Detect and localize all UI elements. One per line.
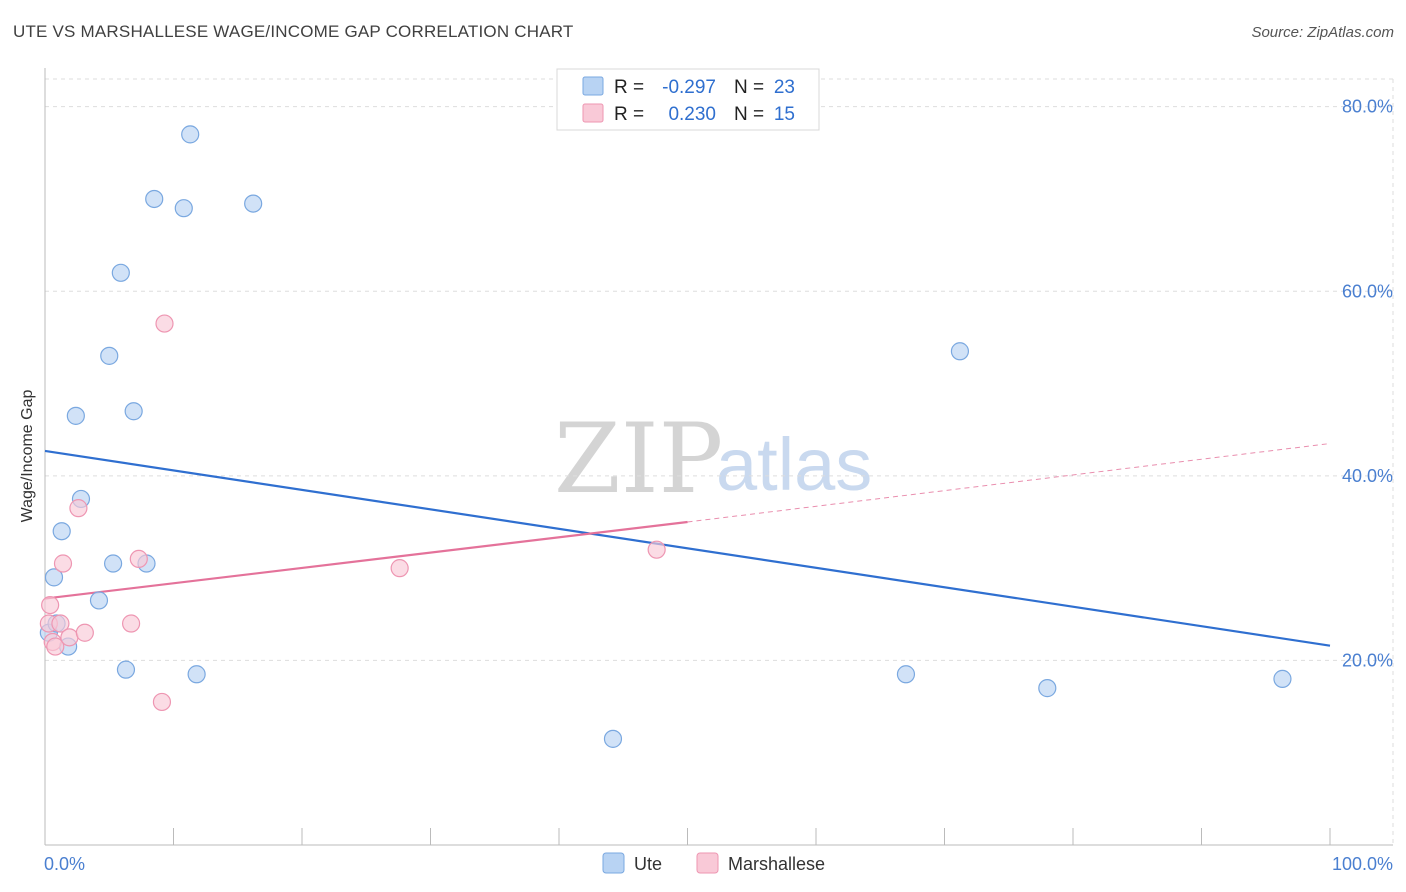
chart-title: UTE VS MARSHALLESE WAGE/INCOME GAP CORRE…	[13, 22, 574, 41]
legend-ute-swatch	[602, 852, 625, 874]
legend: Ute Marshallese	[602, 852, 825, 874]
marshallese-point-4	[51, 614, 70, 633]
ute-point-18	[244, 194, 263, 213]
x-tick-label-min: 0.0%	[44, 854, 85, 874]
y-tick-label-1: 40.0%	[1342, 466, 1393, 486]
ute-point-16	[181, 125, 200, 144]
watermark-zip: ZIP	[554, 403, 723, 515]
legend-marshallese-swatch	[696, 852, 719, 874]
marshallese-trend-line	[44, 520, 688, 600]
ute-point-3	[52, 522, 71, 541]
ute-point-10	[111, 263, 130, 282]
x-tick-label-max: 100.0%	[1332, 854, 1393, 874]
marshallese-point-8	[75, 623, 94, 642]
marshallese-point-14	[647, 540, 666, 559]
x-tick-labels: 0.0% 100.0%	[44, 854, 1393, 874]
watermark: ZIP atlas	[554, 403, 872, 515]
ute-point-14	[145, 189, 164, 209]
ute-point-21	[950, 342, 970, 361]
ute-point-8	[100, 346, 119, 365]
marshallese-point-12	[155, 314, 174, 333]
ute-point-7	[89, 591, 109, 610]
ute-point-17	[187, 665, 206, 684]
stats-box: R = -0.297 N = 23 R = 0.230 N = 15	[556, 68, 820, 131]
legend-ute-label: Ute	[634, 854, 662, 874]
watermark-atlas: atlas	[716, 423, 872, 506]
ute-swatch	[582, 76, 604, 96]
marshallese-point-10	[129, 549, 148, 569]
y-tick-label-3: 80.0%	[1342, 97, 1393, 117]
marshallese-point-13	[390, 559, 409, 578]
ute-r-value: -0.297	[662, 77, 716, 98]
marshallese-point-5	[53, 554, 73, 573]
y-tick-label-0: 20.0%	[1342, 650, 1393, 670]
axes	[44, 68, 1393, 846]
y-tick-labels: 20.0% 40.0% 60.0% 80.0%	[1342, 97, 1393, 671]
ute-point-15	[174, 199, 193, 218]
ute-point-1	[44, 568, 64, 587]
ute-point-5	[66, 406, 85, 425]
data-points	[39, 125, 1292, 748]
marshallese-r-value: 0.230	[668, 104, 716, 125]
marshallese-point-7	[69, 499, 88, 518]
ute-point-19	[603, 729, 623, 748]
ute-n-label: N =	[734, 77, 764, 98]
marshallese-point-1	[41, 595, 60, 615]
marshallese-point-3	[46, 637, 65, 656]
marshallese-n-label: N =	[734, 104, 764, 125]
ute-point-9	[104, 554, 123, 573]
ute-point-22	[1038, 679, 1057, 698]
marshallese-point-11	[152, 692, 172, 712]
ute-r-label: R =	[614, 77, 644, 98]
trend-lines	[44, 443, 1331, 647]
marshallese-point-9	[121, 614, 141, 633]
legend-marshallese-label: Marshallese	[728, 854, 825, 874]
ute-point-11	[116, 660, 136, 679]
source-label: Source: ZipAtlas.com	[1251, 24, 1394, 41]
marshallese-r-label: R =	[614, 104, 644, 125]
ute-point-20	[896, 665, 916, 684]
y-tick-label-2: 60.0%	[1342, 281, 1393, 301]
marshallese-swatch	[582, 103, 604, 123]
ute-trend-line	[44, 449, 1331, 647]
ute-point-12	[124, 402, 143, 421]
marshallese-point-6	[60, 628, 79, 647]
ute-n-value: 23	[774, 77, 795, 98]
ute-point-23	[1273, 669, 1292, 688]
marshallese-n-value: 15	[774, 104, 795, 125]
